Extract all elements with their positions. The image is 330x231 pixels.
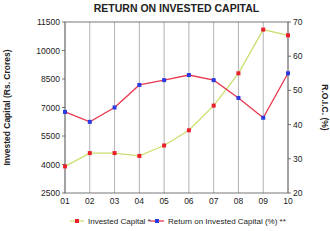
x-tick-label: 06 [184, 196, 194, 206]
y2-tick-label: 20 [293, 188, 303, 198]
marker [212, 78, 216, 82]
grid-line [164, 22, 165, 193]
x-tick-label: 08 [234, 196, 244, 206]
plot-area [63, 28, 290, 169]
y-tick-label: 2500 [41, 188, 60, 198]
x-tick-label: 04 [135, 196, 145, 206]
grid-line [188, 22, 189, 193]
series-line [65, 30, 288, 167]
marker [137, 83, 141, 87]
grid-line [89, 22, 90, 193]
y-tick [62, 50, 65, 51]
grid-line [238, 22, 239, 193]
y2-tick-label: 70 [293, 17, 303, 27]
y-tick-label: 4000 [41, 160, 60, 170]
legend-label: Invested Capital * [88, 217, 151, 226]
marker [63, 110, 67, 114]
y2-tick [288, 193, 291, 194]
y2-tick-label: 60 [293, 51, 303, 61]
marker [88, 120, 92, 124]
y2-tick [288, 56, 291, 57]
y2-tick [288, 90, 291, 91]
y2-axis-title: R.O.I.C. (%) [320, 84, 330, 130]
x-tick-label: 10 [283, 196, 293, 206]
y-tick [62, 79, 65, 80]
marker [236, 71, 240, 75]
series-line [65, 73, 288, 122]
y2-tick [288, 124, 291, 125]
marker [113, 106, 117, 110]
y-tick [62, 193, 65, 194]
title: RETURN ON INVESTED CAPITAL [94, 2, 260, 14]
marker [261, 28, 265, 32]
y2-tick-label: 30 [293, 154, 303, 164]
marker [113, 151, 117, 155]
plot-frame [65, 22, 288, 193]
marker [187, 73, 191, 77]
marker [162, 144, 166, 148]
legend-marker [75, 219, 79, 223]
x-tick-label: 01 [60, 196, 70, 206]
grid-line [139, 22, 140, 193]
y2-tick-label: 50 [293, 85, 303, 95]
y-tick [62, 107, 65, 108]
marker [286, 71, 290, 75]
marker [261, 116, 265, 120]
marker [162, 78, 166, 82]
y2-tick [288, 22, 291, 23]
y-axis-title: Invested Capital (Rs. Crores) [2, 49, 12, 165]
y-tick [62, 136, 65, 137]
marker [88, 151, 92, 155]
chart: RETURN ON INVESTED CAPITAL 2500 4000 5500 70… [0, 0, 330, 231]
y-tick-label: 5500 [41, 131, 60, 141]
x-tick-label: 09 [258, 196, 268, 206]
y-tick-label: 10000 [36, 46, 60, 56]
x-tick-label: 07 [209, 196, 219, 206]
y-tick-label: 11500 [37, 17, 60, 27]
y-tick-label: 8500 [41, 74, 60, 84]
marker [137, 154, 141, 158]
y-tick-label: 7000 [41, 103, 60, 113]
x-tick-label: 02 [85, 196, 95, 206]
legend-label: Return on Invested Capital (%) ** [168, 217, 286, 226]
grid-line [263, 22, 264, 193]
legend-marker [155, 219, 159, 223]
marker [212, 104, 216, 108]
x-tick-label: 05 [159, 196, 169, 206]
y2-tick-label: 40 [293, 120, 303, 130]
y-tick [62, 22, 65, 23]
marker [236, 96, 240, 100]
y2-tick [288, 158, 291, 159]
marker [187, 128, 191, 132]
x-tick-label: 03 [110, 196, 120, 206]
marker [286, 33, 290, 37]
marker [63, 164, 67, 168]
